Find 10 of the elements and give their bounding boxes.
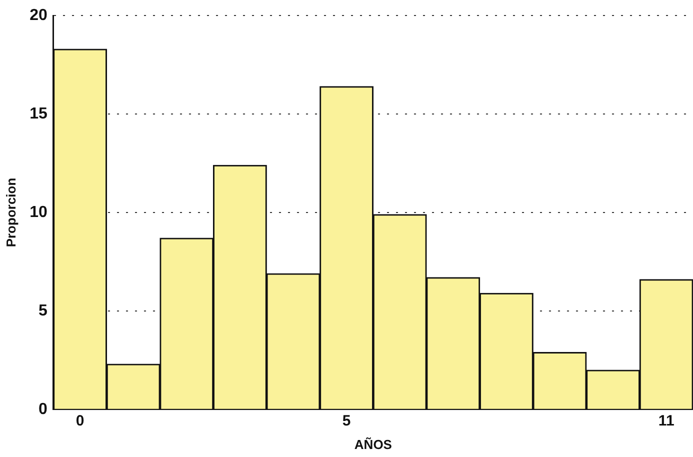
y-tick-label: 20	[30, 7, 48, 24]
x-tick-label: 0	[76, 412, 84, 430]
y-tick-label: 15	[30, 105, 48, 122]
y-axis-title: Proporcion	[3, 178, 18, 248]
y-tick-label: 0	[38, 400, 48, 418]
x-tick-label: 11	[658, 412, 674, 430]
x-axis-title: AÑOS	[354, 436, 392, 452]
y-tick-label: 5	[38, 302, 48, 320]
x-tick-label: 5	[342, 412, 351, 430]
y-tick-label: 10	[30, 204, 48, 221]
